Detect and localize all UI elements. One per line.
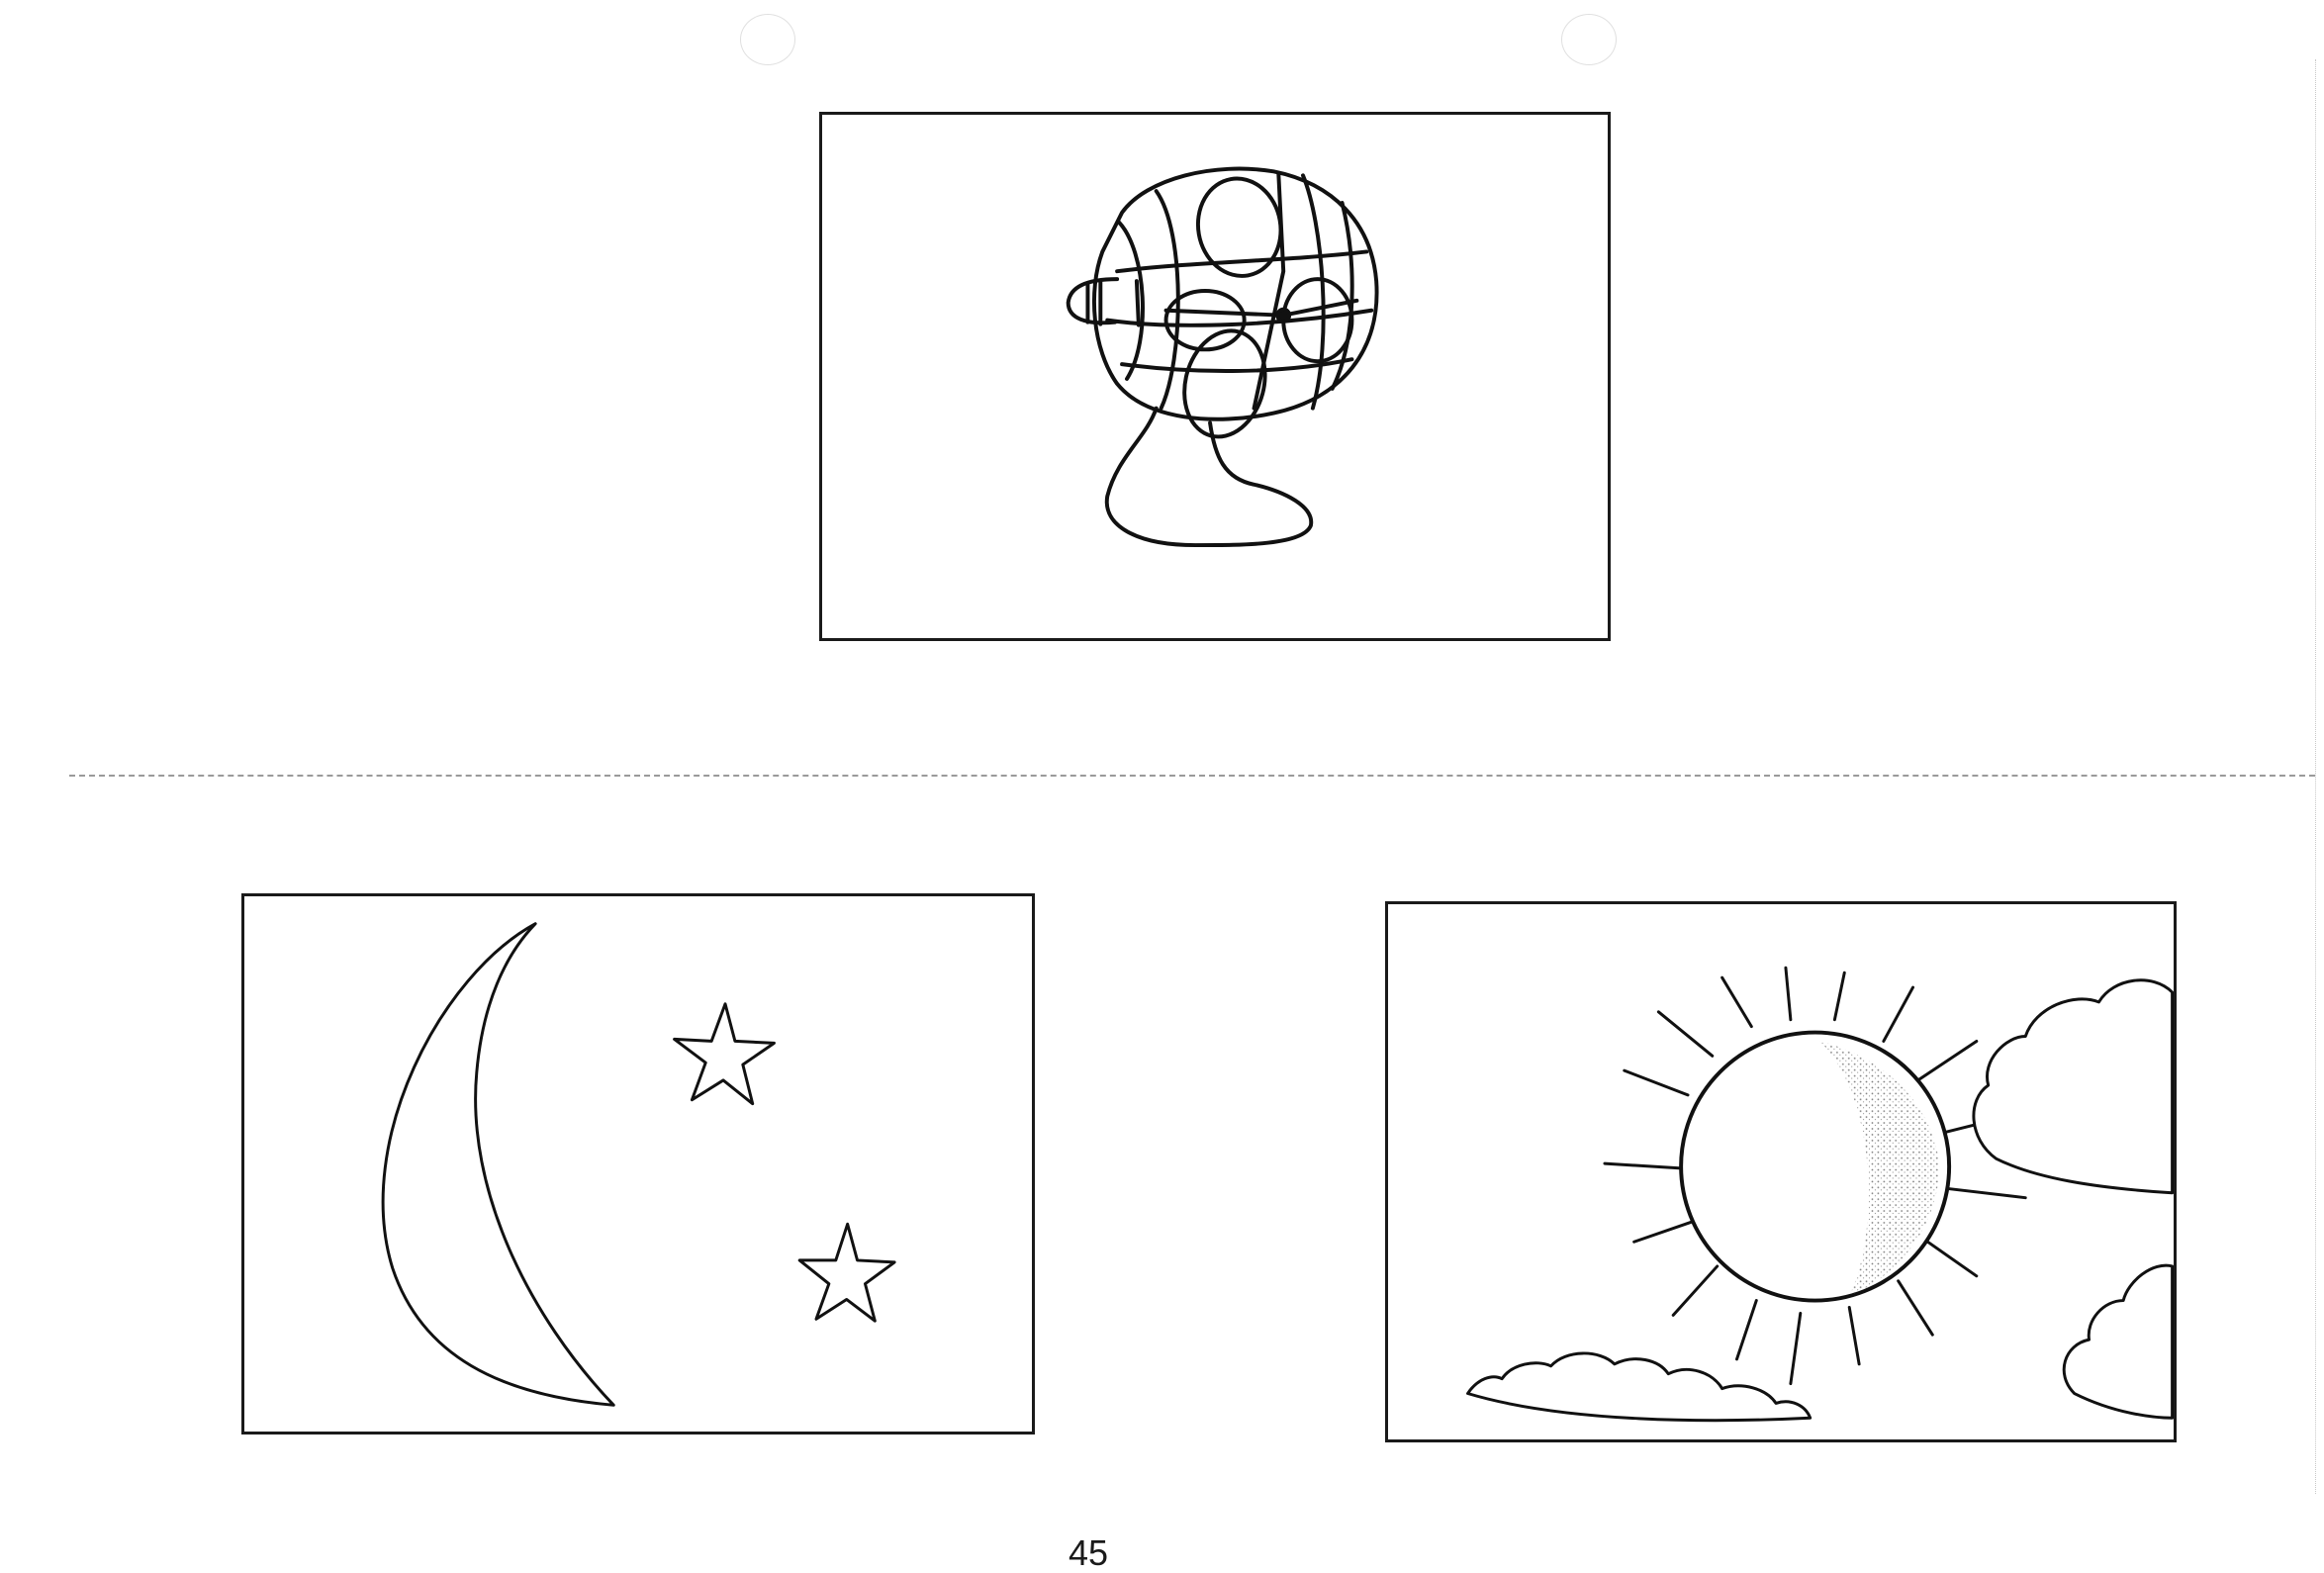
star-upper xyxy=(673,1002,776,1106)
star-lower xyxy=(797,1222,896,1323)
sun-clouds-icon xyxy=(1466,966,2174,1423)
electric-fan-icon xyxy=(1066,166,1379,548)
moon-stars-picture-card xyxy=(241,893,1035,1434)
page-number: 45 xyxy=(1068,1532,1109,1573)
scan-edge-marks xyxy=(2315,59,2324,1494)
crescent-moon-stars-icon xyxy=(381,922,896,1407)
punch-hole-right xyxy=(1561,14,1617,65)
sun-clouds-picture-card xyxy=(1385,901,2177,1442)
punch-hole-left xyxy=(740,14,795,65)
cut-line xyxy=(69,775,2315,777)
fan-picture-card xyxy=(819,112,1611,641)
